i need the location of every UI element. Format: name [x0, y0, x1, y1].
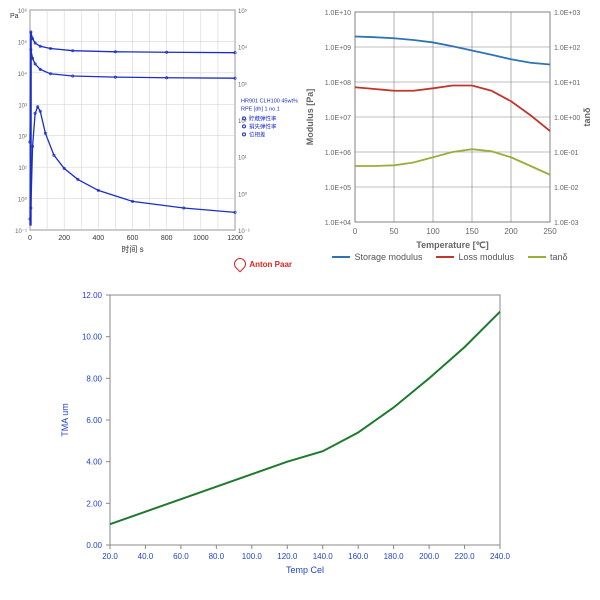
svg-text:1.0E+06: 1.0E+06 — [325, 150, 351, 157]
svg-text:40.0: 40.0 — [138, 552, 154, 561]
anton-paar-logo: Anton Paar — [234, 258, 292, 270]
svg-text:1.0E+05: 1.0E+05 — [325, 185, 351, 192]
svg-text:200: 200 — [504, 227, 518, 236]
svg-text:0: 0 — [28, 235, 32, 242]
svg-text:150: 150 — [465, 227, 479, 236]
svg-text:10²: 10² — [18, 135, 27, 141]
svg-text:Modulus [Pa]: Modulus [Pa] — [305, 89, 315, 146]
svg-text:位相差: 位相差 — [249, 130, 266, 138]
svg-text:10³: 10³ — [238, 82, 247, 88]
svg-text:RPE [dh] 1 no.1: RPE [dh] 1 no.1 — [241, 106, 280, 112]
svg-text:8.00: 8.00 — [86, 374, 102, 383]
svg-text:400: 400 — [92, 235, 104, 242]
svg-text:12.00: 12.00 — [82, 291, 103, 300]
svg-text:220.0: 220.0 — [455, 552, 476, 561]
svg-text:貯蔵弾性率: 貯蔵弾性率 — [249, 114, 277, 122]
svg-text:1.0E+01: 1.0E+01 — [554, 80, 580, 87]
svg-text:100: 100 — [426, 227, 440, 236]
legend-label: Storage modulus — [354, 252, 422, 262]
svg-text:200: 200 — [58, 235, 70, 242]
svg-text:6.00: 6.00 — [86, 416, 102, 425]
svg-text:0.00: 0.00 — [86, 541, 102, 550]
svg-text:1.0E+07: 1.0E+07 — [325, 115, 351, 122]
svg-text:600: 600 — [127, 235, 139, 242]
legend-loss: Loss modulus — [436, 252, 514, 262]
svg-text:10⁻¹: 10⁻¹ — [15, 229, 27, 235]
svg-text:1.0E+08: 1.0E+08 — [325, 80, 351, 87]
svg-text:HR901 CLH100 45wt%: HR901 CLH100 45wt% — [241, 98, 298, 104]
svg-text:10⁵: 10⁵ — [238, 8, 248, 15]
svg-text:10⁶: 10⁶ — [18, 8, 28, 15]
svg-text:10⁰: 10⁰ — [18, 197, 28, 204]
legend-storage: Storage modulus — [332, 252, 422, 262]
svg-text:Pa: Pa — [10, 13, 19, 20]
svg-text:1.0E+03: 1.0E+03 — [554, 10, 580, 17]
legend-label: tanδ — [550, 252, 568, 262]
svg-text:1.0E+04: 1.0E+04 — [325, 220, 351, 227]
svg-text:tanδ: tanδ — [582, 107, 592, 127]
brand-text: Anton Paar — [249, 260, 292, 269]
svg-text:損失弾性率: 損失弾性率 — [249, 122, 277, 130]
dma-temperature-chart: 0 50 100 150 200 250 1.0E+04 1.0E+05 1.0E+06 1.0E… — [300, 0, 600, 280]
svg-text:1.0E+00: 1.0E+00 — [554, 115, 580, 122]
svg-text:20.0: 20.0 — [102, 552, 118, 561]
svg-text:140.0: 140.0 — [313, 552, 334, 561]
svg-text:1200: 1200 — [227, 235, 243, 242]
svg-text:时间 s: 时间 s — [121, 244, 143, 254]
svg-text:Temperature [℃]: Temperature [℃] — [416, 240, 488, 250]
svg-text:10⁵: 10⁵ — [18, 39, 28, 46]
svg-text:80.0: 80.0 — [209, 552, 225, 561]
svg-text:1.0E-01: 1.0E-01 — [554, 150, 579, 157]
svg-text:10⁰: 10⁰ — [238, 191, 248, 198]
svg-text:800: 800 — [161, 235, 173, 242]
svg-text:1.0E-03: 1.0E-03 — [554, 220, 579, 227]
svg-text:10⁻¹: 10⁻¹ — [238, 229, 250, 235]
svg-text:4.00: 4.00 — [86, 458, 102, 467]
svg-text:10²: 10² — [238, 119, 247, 125]
svg-text:10¹: 10¹ — [18, 166, 27, 172]
svg-text:2.00: 2.00 — [86, 499, 102, 508]
svg-text:10.00: 10.00 — [82, 333, 103, 342]
tma-chart: 20.0 40.0 60.0 80.0 100.0 120.0 140.0 160.0 180.… — [0, 280, 600, 600]
legend-label: Loss modulus — [458, 252, 514, 262]
svg-text:250: 250 — [543, 227, 557, 236]
svg-text:200.0: 200.0 — [419, 552, 440, 561]
rheology-time-chart: 02004006008001000120010⁻¹10⁰10¹10²10³10⁴… — [0, 0, 300, 280]
svg-text:180.0: 180.0 — [384, 552, 405, 561]
svg-text:1000: 1000 — [193, 235, 209, 242]
dma-legend: Storage modulus Loss modulus tanδ — [300, 252, 600, 262]
legend-tand: tanδ — [528, 252, 568, 262]
svg-text:240.0: 240.0 — [490, 552, 511, 561]
svg-text:160.0: 160.0 — [348, 552, 369, 561]
svg-text:1.0E-02: 1.0E-02 — [554, 185, 579, 192]
svg-text:1.0E+10: 1.0E+10 — [325, 10, 351, 17]
svg-text:TMA um: TMA um — [60, 403, 70, 437]
svg-text:10³: 10³ — [18, 103, 27, 109]
svg-text:120.0: 120.0 — [277, 552, 298, 561]
svg-text:10⁴: 10⁴ — [18, 71, 28, 78]
svg-text:10¹: 10¹ — [238, 156, 247, 162]
svg-text:60.0: 60.0 — [173, 552, 189, 561]
svg-text:Temp Cel: Temp Cel — [286, 565, 324, 575]
svg-text:1.0E+02: 1.0E+02 — [554, 45, 580, 52]
svg-text:100.0: 100.0 — [242, 552, 263, 561]
svg-text:50: 50 — [390, 227, 399, 236]
svg-text:0: 0 — [353, 227, 358, 236]
svg-text:1.0E+09: 1.0E+09 — [325, 45, 351, 52]
svg-text:10⁴: 10⁴ — [238, 45, 248, 52]
